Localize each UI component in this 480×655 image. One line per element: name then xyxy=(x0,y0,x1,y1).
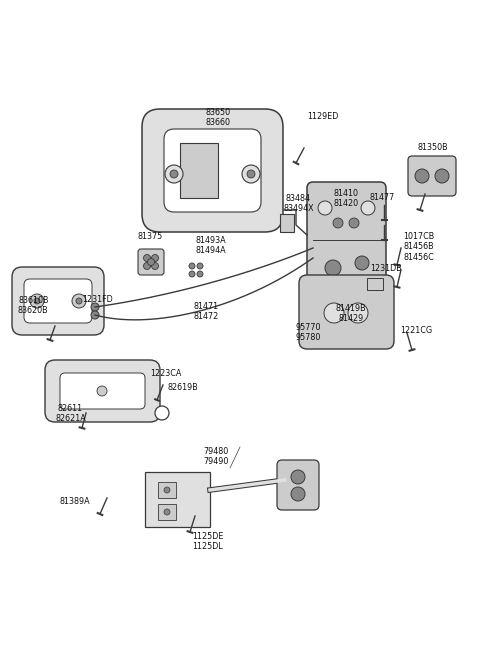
Text: 1231DB: 1231DB xyxy=(370,264,402,273)
Circle shape xyxy=(247,170,255,178)
Circle shape xyxy=(349,218,359,228)
Circle shape xyxy=(189,271,195,277)
Circle shape xyxy=(197,271,203,277)
Text: 1221CG: 1221CG xyxy=(400,326,432,335)
Circle shape xyxy=(333,218,343,228)
FancyBboxPatch shape xyxy=(45,360,160,422)
Text: 81493A
81494A: 81493A 81494A xyxy=(196,236,227,255)
Bar xyxy=(367,278,383,290)
FancyBboxPatch shape xyxy=(142,109,283,232)
Circle shape xyxy=(152,255,158,261)
Text: 1125DE
1125DL: 1125DE 1125DL xyxy=(192,532,223,552)
Circle shape xyxy=(324,303,344,323)
Text: 83650
83660: 83650 83660 xyxy=(205,108,230,128)
Circle shape xyxy=(76,298,82,304)
Text: 95770
95780: 95770 95780 xyxy=(295,323,321,343)
Circle shape xyxy=(72,294,86,308)
FancyBboxPatch shape xyxy=(138,249,164,275)
Text: 79480
79490: 79480 79490 xyxy=(203,447,228,466)
FancyBboxPatch shape xyxy=(277,460,319,510)
Circle shape xyxy=(291,470,305,484)
Circle shape xyxy=(325,260,341,276)
Text: 82619B: 82619B xyxy=(168,383,199,392)
Text: 81389A: 81389A xyxy=(60,497,91,506)
Text: 81375: 81375 xyxy=(138,232,163,241)
FancyBboxPatch shape xyxy=(12,267,104,335)
FancyBboxPatch shape xyxy=(408,156,456,196)
Text: 81471
81472: 81471 81472 xyxy=(193,302,218,322)
Text: 1231FD: 1231FD xyxy=(82,295,113,304)
Bar xyxy=(145,472,210,527)
Text: 1017CB
81456B
81456C: 1017CB 81456B 81456C xyxy=(403,232,434,262)
FancyBboxPatch shape xyxy=(24,279,92,323)
FancyBboxPatch shape xyxy=(299,275,394,349)
Circle shape xyxy=(152,263,158,269)
Text: 81410
81420: 81410 81420 xyxy=(333,189,358,208)
Circle shape xyxy=(164,487,170,493)
Circle shape xyxy=(30,294,44,308)
Text: 1223CA: 1223CA xyxy=(150,369,181,378)
Circle shape xyxy=(155,406,169,420)
Bar xyxy=(158,482,176,498)
Circle shape xyxy=(242,165,260,183)
Circle shape xyxy=(189,263,195,269)
Text: 82611
82621A: 82611 82621A xyxy=(55,404,86,423)
Text: 83484
83494X: 83484 83494X xyxy=(283,194,313,214)
Circle shape xyxy=(348,303,368,323)
FancyBboxPatch shape xyxy=(164,129,261,212)
Circle shape xyxy=(147,259,155,265)
Circle shape xyxy=(144,255,151,261)
Circle shape xyxy=(415,169,429,183)
Circle shape xyxy=(34,298,40,304)
Circle shape xyxy=(91,303,99,311)
Circle shape xyxy=(165,165,183,183)
Circle shape xyxy=(435,169,449,183)
Text: 83610B
83620B: 83610B 83620B xyxy=(18,296,48,316)
Circle shape xyxy=(361,201,375,215)
Text: 81419B
81429: 81419B 81429 xyxy=(336,304,367,324)
Circle shape xyxy=(144,263,151,269)
FancyBboxPatch shape xyxy=(60,373,145,409)
Bar xyxy=(180,143,218,198)
Circle shape xyxy=(318,201,332,215)
Circle shape xyxy=(337,289,355,307)
FancyBboxPatch shape xyxy=(307,182,386,344)
Bar xyxy=(280,214,294,232)
Text: 81350B: 81350B xyxy=(418,143,449,152)
Circle shape xyxy=(97,386,107,396)
Circle shape xyxy=(197,263,203,269)
Bar xyxy=(158,504,176,520)
Circle shape xyxy=(170,170,178,178)
Text: 1129ED: 1129ED xyxy=(307,112,338,121)
Text: 81477: 81477 xyxy=(370,193,395,202)
Circle shape xyxy=(91,311,99,319)
Circle shape xyxy=(164,509,170,515)
Circle shape xyxy=(355,256,369,270)
Circle shape xyxy=(291,487,305,501)
